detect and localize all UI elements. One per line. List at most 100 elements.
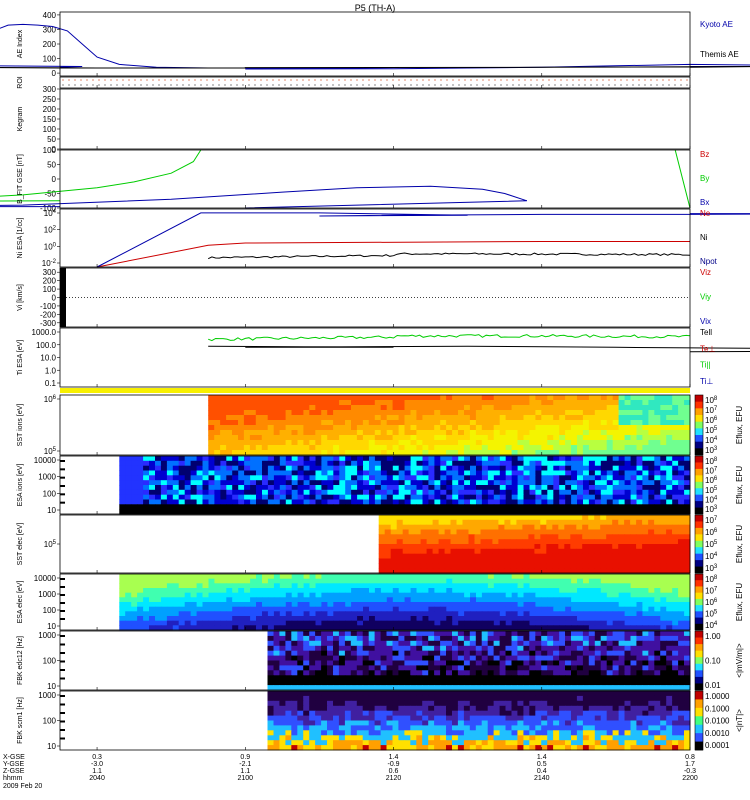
roi-dot — [452, 79, 454, 81]
sst_ion-cell — [612, 430, 620, 436]
fbk_e-cell — [350, 650, 358, 657]
fbk_e-cell — [410, 640, 417, 647]
esa_ion-cell — [184, 456, 192, 462]
esa_elec-cell — [244, 592, 251, 598]
esa_elec-cell — [434, 625, 441, 631]
esa_ion-cell — [339, 494, 346, 500]
roi-dot — [62, 79, 64, 81]
esa_ion-cell — [464, 460, 471, 467]
sst_elec-cell — [648, 515, 655, 521]
sst_ion-cell — [220, 420, 227, 426]
sst_ion-cell — [398, 410, 405, 416]
fbk_e-cell — [428, 645, 435, 652]
sst_elec-cell — [606, 558, 613, 564]
esa_ion-cell — [149, 480, 156, 486]
sst_ion-cell — [553, 435, 560, 441]
sst_ion-cell — [446, 445, 453, 451]
sst_ion-cell — [434, 445, 441, 451]
sst_elec-cell — [684, 568, 691, 574]
esa_ion-ytick-label-1: 1000 — [38, 473, 56, 482]
sst_ion-cell — [535, 425, 542, 431]
esa_elec-cell — [220, 620, 227, 626]
esa_elec-cell — [577, 592, 584, 598]
sst_ion-cell — [475, 430, 483, 436]
sst_elec-cell — [426, 515, 434, 521]
esa_ion-cell — [541, 499, 548, 505]
sst_ion-cell — [434, 415, 441, 421]
fbk_e-cell — [624, 645, 631, 652]
roi-dot — [254, 79, 256, 81]
sst_elec-cell — [684, 558, 691, 564]
fbk_e-cell — [398, 631, 405, 637]
sst_ion-cell — [582, 430, 590, 436]
esa_ion-cell — [351, 489, 358, 496]
sst_elec-cell — [654, 539, 661, 545]
fbk_e-cell — [344, 660, 352, 666]
sst_elec-cell — [522, 558, 529, 564]
sst_ion-cell — [464, 430, 471, 436]
sst_elec-cell — [564, 544, 571, 550]
sst_ion-cell — [600, 435, 608, 441]
sst_ion-cell — [553, 440, 560, 446]
kegram-ytick-label-1: 250 — [43, 95, 57, 104]
fbk_e-cell — [404, 635, 411, 642]
sst_elec-cell — [582, 544, 589, 550]
esa_elec-cell — [464, 611, 471, 617]
roi-dot — [98, 79, 100, 81]
sst_ion-cell — [434, 425, 441, 431]
esa_elec-cell — [279, 616, 287, 622]
fbk_e-cell — [606, 640, 614, 647]
sst_ion-colorbar-frame — [694, 394, 704, 456]
sst_elec-cell — [546, 558, 553, 564]
sst_ion-cell — [565, 430, 572, 436]
fbk_e-cell — [315, 665, 322, 671]
sst_elec-cell — [552, 529, 559, 535]
sst_elec-cell — [408, 548, 416, 555]
esa_ion-cell — [428, 470, 435, 476]
sst_ion-cell — [577, 415, 584, 421]
sst_ion-cell — [636, 395, 643, 401]
esa_elec-cell — [553, 588, 560, 594]
esa_ion-colorbar-frame — [694, 455, 704, 515]
fbk_e-cell — [600, 635, 608, 642]
fbk_e-cell — [303, 631, 310, 637]
sst_ion-cell — [404, 430, 411, 436]
esa_ion-cell — [262, 465, 269, 471]
fbk_e-cell — [344, 650, 352, 657]
sst_ion-cell — [475, 400, 483, 406]
sst_ion-cell — [440, 410, 447, 416]
esa_elec-cell — [131, 583, 138, 589]
roi-dot — [170, 84, 172, 86]
esa_ion-cell — [131, 499, 138, 505]
roi-dot — [374, 84, 376, 86]
sst_ion-cell — [249, 405, 257, 411]
fbk_e-cell — [457, 665, 465, 671]
sst_ion-cell — [624, 430, 631, 436]
esa_elec-cell — [678, 611, 685, 617]
esa_ion-cell — [315, 456, 322, 462]
esa_ion-cell — [600, 485, 608, 491]
fbk_e-cell — [434, 631, 441, 637]
fbk_e-cell — [350, 640, 358, 647]
fbk_e-cell — [660, 645, 667, 652]
fbk_e-cell — [350, 655, 358, 661]
sst_ion-cell — [380, 420, 388, 426]
esa_ion-cell — [612, 465, 620, 471]
sst_ion-cell — [422, 405, 429, 411]
sst_elec-cell — [648, 563, 655, 569]
sst_ion-cell — [660, 440, 667, 446]
fbk_e-cell — [553, 645, 560, 652]
esa_elec-cell — [446, 602, 453, 608]
fbk_e-cell — [529, 665, 536, 671]
esa_elec-cell — [684, 597, 691, 603]
sst_ion-cell — [553, 445, 560, 451]
sst_ion-cell — [511, 435, 518, 441]
sst_elec-cell — [396, 563, 404, 569]
fbk_e-cell — [303, 635, 310, 642]
esa_ion-cell — [172, 489, 180, 496]
esa_elec-cell — [684, 625, 691, 631]
sst_ion-cell — [464, 440, 471, 446]
fbk_e-cell — [672, 655, 679, 661]
sst_ion-cell — [291, 395, 298, 401]
esa_ion-cell — [630, 465, 637, 471]
